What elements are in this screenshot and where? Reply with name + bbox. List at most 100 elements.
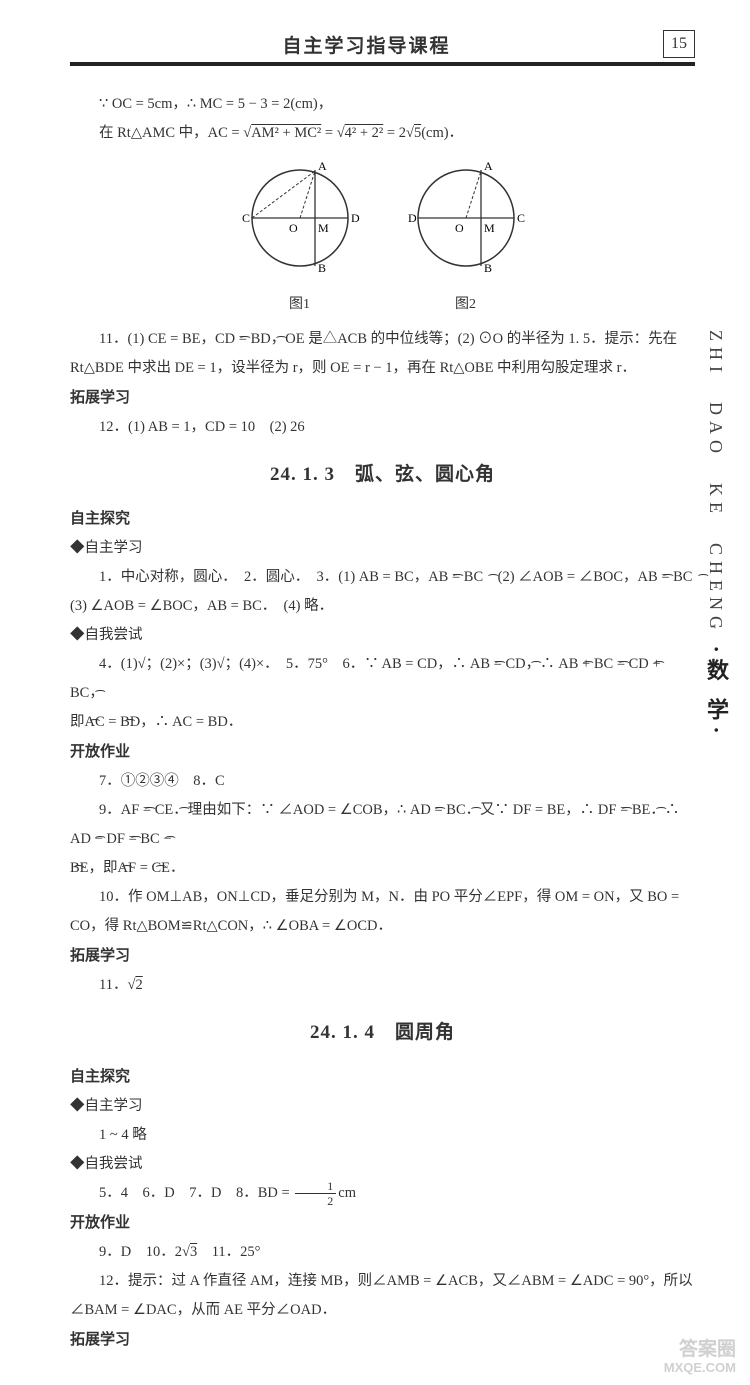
t: cm (338, 1185, 356, 1201)
label-C: C (242, 211, 250, 225)
page-header: 自主学习指导课程 15 (70, 30, 695, 58)
arc: AB (558, 656, 578, 672)
t: 5．4 6．D 7．D 8．BD = (99, 1185, 293, 1201)
figure-2-caption: 图2 (401, 291, 531, 319)
section-title-2413: 24. 1. 3 弧、弦、圆心角 (70, 456, 695, 494)
arc: AF (118, 860, 137, 876)
arc: BC (70, 685, 89, 701)
watermark-cn: 答案圈 (664, 1340, 736, 1361)
circle-diagram-2: A B D C O M (401, 158, 531, 278)
t: = 2 (387, 125, 406, 141)
circle-diagram-1: A B C D O M (235, 158, 365, 278)
arc: BC (140, 831, 159, 847)
ziwo-changshi-2: ◆自我尝试 (70, 1150, 695, 1179)
t: ． (170, 860, 185, 876)
t: (cm)． (421, 125, 463, 141)
label-A: A (484, 159, 493, 173)
arc: AB (428, 569, 448, 585)
ziwo-changshi: ◆自我尝试 (70, 621, 695, 650)
t: 11．25° (197, 1244, 260, 1260)
zizhu-tanjiu: 自主探究 (70, 504, 695, 534)
arc: CD (505, 656, 525, 672)
arc: CE (152, 860, 171, 876)
item-3-4: (3) ∠AOB = ∠BOC，AB = BC． (4) 略． (70, 592, 695, 621)
watermark: 答案圈 MXQE.COM (664, 1340, 736, 1375)
sqrt-expr: 5 (406, 125, 421, 141)
arc: AD (70, 831, 91, 847)
t: 2 (295, 1194, 336, 1207)
arc: BD (251, 331, 271, 347)
cont-line-2: 在 Rt△AMC 中，AC = AM² + MC² = 4² + 2² = 25… (70, 119, 695, 148)
t: (2) ∠AOB = ∠BOC， (483, 569, 637, 585)
page-number: 15 (663, 30, 695, 58)
arc: AB (638, 569, 658, 585)
document-body: ∵ OC = 5cm，∴ MC = 5 − 3 = 2(cm)， 在 Rt△AM… (70, 90, 695, 1355)
ext-label: 拓展学习 (70, 383, 695, 413)
t: 11．(1) CE = BE， (99, 331, 215, 347)
t: 1．中心对称，圆心． 2．圆心． 3．(1) AB = BC， (99, 569, 428, 585)
item-9-line2: BE，即AF = CE． (70, 854, 695, 883)
arc: DF (598, 802, 617, 818)
header-rule (70, 62, 695, 66)
label-M: M (318, 221, 329, 235)
sqrt-expr: AM² + MC² (243, 125, 321, 141)
t: 4．(1)√；(2)×；(3)√；(4)×． 5．75° 6．∵ AB = CD… (99, 656, 470, 672)
t: 2 (135, 977, 142, 993)
t: AM² + MC² (251, 125, 321, 141)
figure-2: A B D C O M 图2 (401, 158, 531, 319)
sqrt-expr: 4² + 2² (337, 125, 384, 141)
t: ．又∵ DF = BE，∴ (466, 802, 598, 818)
arc: BE (632, 802, 651, 818)
figure-1: A B C D O M 图1 (235, 158, 365, 319)
problem-11: 11．(1) CE = BE，CD = BD，OE 是△ACB 的中位线等；(2… (70, 325, 695, 383)
label-M: M (484, 221, 495, 235)
arc: BC (594, 656, 613, 672)
t: 在 Rt△AMC 中，AC = (99, 125, 243, 141)
t: = (105, 714, 120, 730)
item-4-line2: 即AC = BD，∴ AC = BD． (70, 708, 695, 737)
item-1to4: 1 ~ 4 略 (70, 1121, 695, 1150)
problem-12: 12．(1) AB = 1，CD = 10 (2) 26 (70, 413, 695, 442)
t: 3 (190, 1244, 197, 1260)
arc: BD (120, 714, 140, 730)
t: 1 (295, 1180, 336, 1194)
zizhu-tanjiu-2: 自主探究 (70, 1062, 695, 1092)
section-title-2414: 24. 1. 4 圆周角 (70, 1014, 695, 1052)
item-7-8: 7．①②③④ 8．C (70, 767, 695, 796)
arc: BC (673, 569, 692, 585)
zizhu-xuexi: ◆自主学习 (70, 534, 695, 563)
label-B: B (484, 261, 492, 275)
t: ．理由如下：∵ ∠AOD = ∠COB，∴ (173, 802, 410, 818)
arc: BC (464, 569, 483, 585)
arc: AB (470, 656, 490, 672)
arc: DF (106, 831, 125, 847)
t: = (325, 125, 337, 141)
t: ，∴ AC = BD． (140, 714, 242, 730)
arc: CE (155, 802, 174, 818)
fraction: 12 (295, 1180, 336, 1207)
ext-label-3: 拓展学习 (70, 1325, 695, 1355)
kaifang-zuoye: 开放作业 (70, 737, 695, 767)
t: 11． (99, 977, 127, 993)
label-O: O (455, 221, 464, 235)
watermark-en: MXQE.COM (664, 1361, 736, 1375)
arc: CD (215, 331, 235, 347)
arc: AD (410, 802, 431, 818)
t: ∵ OC = 5cm，∴ MC = 5 − 3 = 2(cm)， (99, 96, 332, 112)
item-10: 10．作 OM⊥AB，ON⊥CD，垂足分别为 M，N．由 PO 平分∠EPF，得… (70, 883, 695, 941)
arc: BE (70, 860, 89, 876)
kaifang-zuoye-2: 开放作业 (70, 1208, 695, 1238)
item-1-3: 1．中心对称，圆心． 2．圆心． 3．(1) AB = BC，AB = BC (… (70, 563, 695, 592)
t: 4² + 2² (345, 125, 384, 141)
arc: AF (121, 802, 140, 818)
figure-row: A B C D O M 图1 A B D (70, 158, 695, 319)
t: 9．D 10．2 (99, 1244, 182, 1260)
t: = (136, 860, 151, 876)
item-9to11: 9．D 10．2 3 11．25° (70, 1238, 695, 1267)
label-D: D (408, 211, 417, 225)
sqrt: 2 (127, 977, 142, 993)
arc: CD (629, 656, 649, 672)
arc: AC (85, 714, 105, 730)
figure-1-caption: 图1 (235, 291, 365, 319)
item-9: 9．AF = CE．理由如下：∵ ∠AOD = ∠COB，∴ AD = BC．又… (70, 796, 695, 854)
